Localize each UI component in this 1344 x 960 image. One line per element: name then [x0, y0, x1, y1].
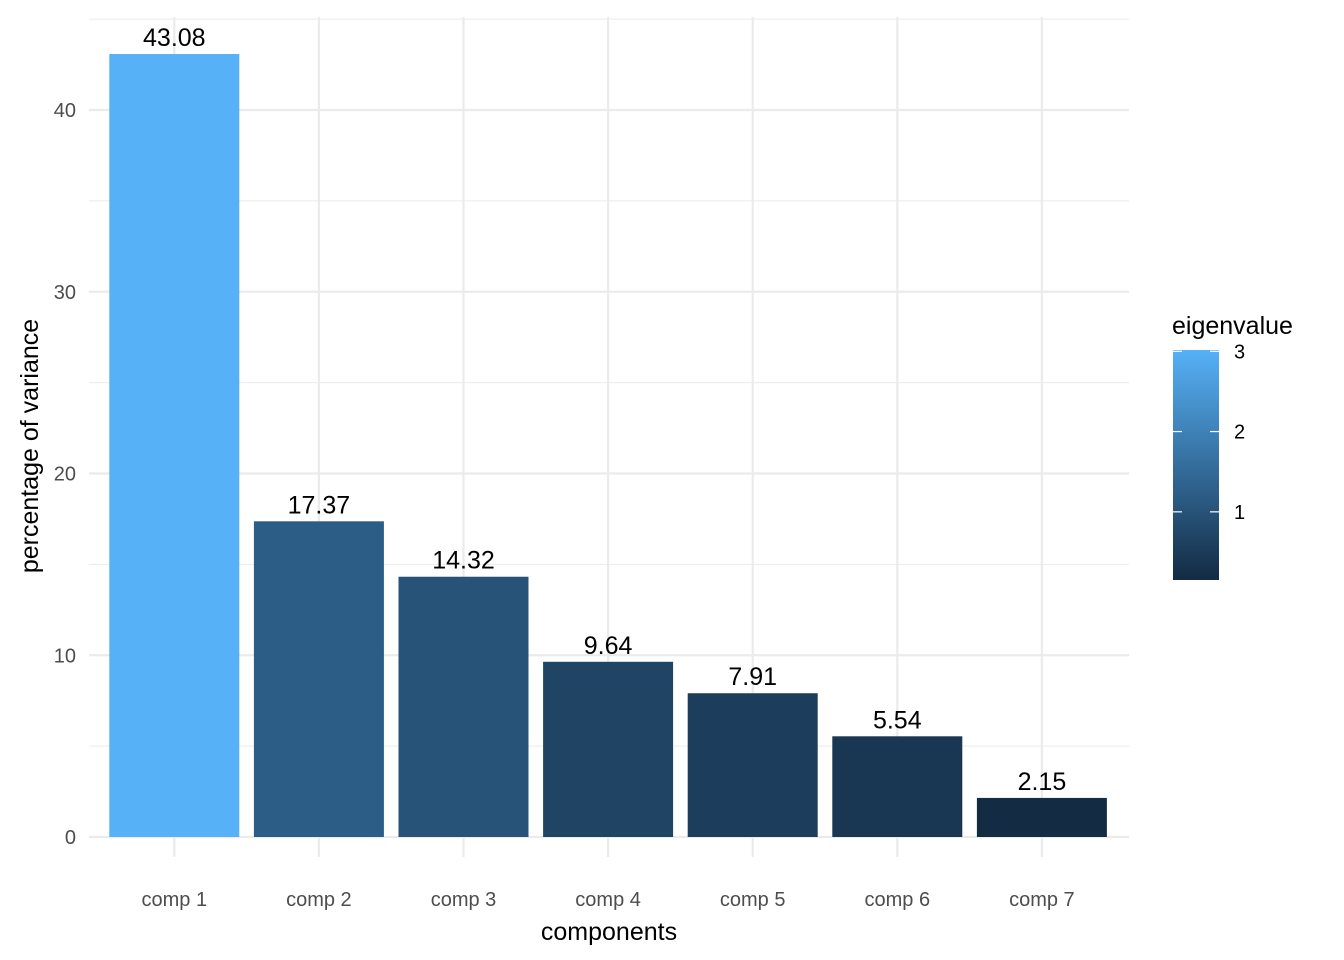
legend-tick-label: 2	[1234, 422, 1245, 444]
x-tick-label: comp 3	[431, 889, 497, 911]
data-label-2: 17.37	[288, 491, 351, 519]
bar-7	[976, 797, 1107, 837]
x-tick-label: comp 6	[865, 889, 931, 911]
data-label-3: 14.32	[432, 547, 495, 575]
bar-6	[832, 736, 963, 837]
y-tick-label: 40	[54, 100, 76, 122]
x-tick-label: comp 1	[142, 889, 208, 911]
legend: eigenvalue 1 2 3	[1172, 312, 1293, 580]
legend-ticks: 1 2 3	[1173, 341, 1245, 524]
bar-4	[543, 661, 674, 837]
data-label-1: 43.08	[143, 24, 206, 52]
bar-5	[687, 693, 818, 837]
bars	[109, 54, 1107, 838]
bar-1	[109, 54, 240, 838]
bar-3	[398, 576, 529, 837]
legend-tick-label: 1	[1234, 502, 1245, 524]
legend-colorbar	[1173, 350, 1219, 580]
data-label-5: 7.91	[728, 663, 777, 691]
y-axis-ticks: 0 10 20 30 40	[54, 100, 76, 849]
x-tick-label: comp 5	[720, 889, 786, 911]
y-axis-title: percentage of variance	[16, 319, 44, 573]
y-tick-label: 20	[54, 464, 76, 486]
data-label-7: 2.15	[1018, 768, 1067, 796]
data-label-6: 5.54	[873, 706, 922, 734]
x-tick-label: comp 2	[286, 889, 352, 911]
legend-title: eigenvalue	[1172, 312, 1293, 340]
y-tick-label: 0	[65, 827, 76, 849]
legend-tick-label: 3	[1234, 341, 1245, 363]
y-tick-label: 10	[54, 645, 76, 667]
x-axis-title: components	[541, 918, 677, 946]
bar-2	[253, 521, 384, 837]
x-tick-label: comp 7	[1009, 889, 1075, 911]
data-labels: 43.08 17.37 14.32 9.64 7.91 5.54 2.15	[143, 24, 1066, 796]
x-axis-ticks: comp 1 comp 2 comp 3 comp 4 comp 5 comp 6 comp…	[142, 889, 1075, 911]
data-label-4: 9.64	[584, 632, 633, 660]
y-tick-label: 30	[54, 282, 76, 304]
x-tick-label: comp 4	[575, 889, 641, 911]
